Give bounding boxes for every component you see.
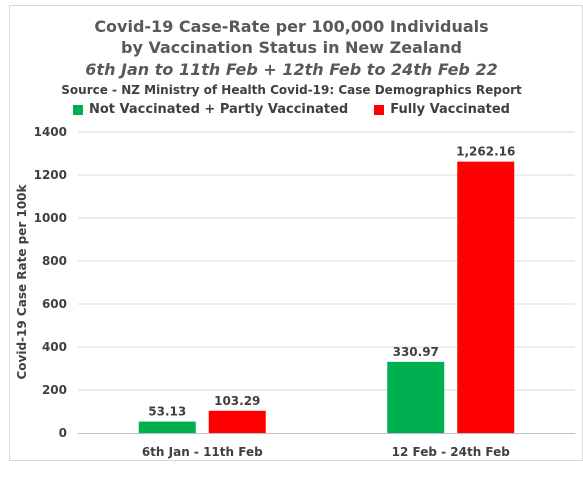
bar-fully-vaccinated-0 [208, 410, 266, 433]
y-tick-label-0: 0 [59, 426, 67, 440]
legend-item-not-vaccinated: Not Vaccinated + Partly Vaccinated [72, 102, 349, 117]
y-tick-label-1400: 1400 [34, 125, 67, 139]
legend-label-fully-vaccinated: Fully Vaccinated [390, 102, 510, 117]
bar-not-vaccinated-0 [138, 421, 196, 433]
data-label-0-1: 330.97 [393, 345, 439, 359]
legend-swatch-green [72, 104, 83, 115]
bar-fully-vaccinated-1 [457, 161, 515, 433]
y-tick-label-600: 600 [42, 297, 67, 311]
y-tick-label-200: 200 [42, 383, 67, 397]
x-tick-label-0: 6th Jan - 11th Feb [142, 445, 263, 459]
legend-swatch-red [374, 104, 385, 115]
y-tick-label-1000: 1000 [34, 211, 67, 225]
data-label-1-1: 1,262.16 [456, 145, 515, 159]
legend-item-fully-vaccinated: Fully Vaccinated [374, 102, 510, 117]
chart-title-line-3: 6th Jan to 11th Feb + 12th Feb to 24th F… [85, 60, 498, 79]
legend-label-not-vaccinated: Not Vaccinated + Partly Vaccinated [88, 102, 349, 117]
bar-not-vaccinated-1 [387, 361, 445, 433]
y-tick-label-800: 800 [42, 254, 67, 268]
chart-title-line-2: by Vaccination Status in New Zealand [121, 38, 462, 57]
x-tick-label-1: 12 Feb - 24th Feb [392, 445, 511, 459]
y-tick-label-1200: 1200 [34, 168, 67, 182]
data-label-1-0: 103.29 [214, 394, 260, 408]
y-tick-label-400: 400 [42, 340, 67, 354]
chart-title-line-1: Covid-19 Case-Rate per 100,000 Individua… [94, 17, 489, 36]
legend: Not Vaccinated + Partly Vaccinated Fully… [0, 102, 583, 117]
data-label-0-0: 53.13 [148, 405, 186, 419]
chart-subtitle: Source - NZ Ministry of Health Covid-19:… [61, 83, 522, 97]
